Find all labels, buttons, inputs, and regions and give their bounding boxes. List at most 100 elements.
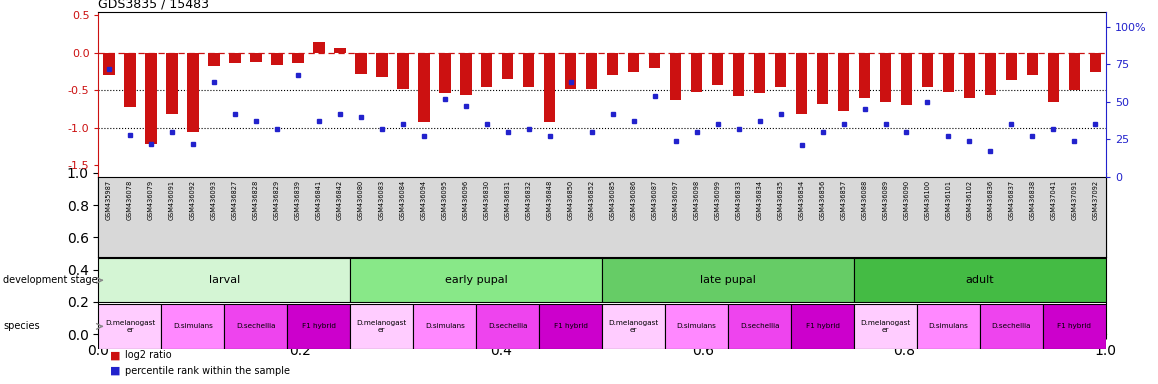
Bar [476, 304, 540, 349]
Text: GSM436079: GSM436079 [148, 180, 154, 220]
Bar [481, 53, 492, 86]
Text: ■: ■ [110, 350, 120, 360]
Text: GSM436092: GSM436092 [190, 180, 196, 220]
Text: F1 hybrid: F1 hybrid [806, 323, 840, 329]
Bar [501, 53, 513, 79]
Text: GSM436857: GSM436857 [841, 180, 846, 220]
Text: GSM436091: GSM436091 [169, 180, 175, 220]
Bar [188, 53, 199, 132]
Bar [544, 53, 556, 122]
Bar [271, 53, 283, 65]
Text: D.simulans: D.simulans [173, 323, 213, 329]
Bar [98, 258, 350, 303]
Bar [145, 53, 156, 144]
Text: GSM436100: GSM436100 [924, 180, 931, 220]
Bar [853, 258, 1106, 303]
Bar [1069, 53, 1080, 90]
Text: GSM436841: GSM436841 [316, 180, 322, 220]
Text: GSM436828: GSM436828 [252, 180, 259, 220]
Text: GSM436101: GSM436101 [945, 180, 952, 220]
Bar [1027, 53, 1039, 75]
Bar [917, 304, 980, 349]
Bar [728, 304, 791, 349]
Text: D.simulans: D.simulans [929, 323, 968, 329]
Text: GSM436089: GSM436089 [882, 180, 888, 220]
Text: GSM436094: GSM436094 [420, 180, 427, 220]
Text: GSM436078: GSM436078 [127, 180, 133, 220]
Text: GSM436086: GSM436086 [631, 180, 637, 220]
Bar [733, 53, 745, 96]
Bar [754, 53, 765, 93]
Text: D.melanogast
er: D.melanogast er [608, 320, 659, 333]
Text: GSM436848: GSM436848 [547, 180, 552, 220]
Bar [691, 53, 703, 92]
Text: GSM436085: GSM436085 [609, 180, 616, 220]
Text: GSM436854: GSM436854 [799, 180, 805, 220]
Text: GSM436831: GSM436831 [505, 180, 511, 220]
Text: GSM436096: GSM436096 [463, 180, 469, 220]
Bar [565, 53, 577, 89]
Bar [98, 304, 161, 349]
Bar [665, 304, 728, 349]
Bar [607, 53, 618, 75]
Bar [540, 304, 602, 349]
Text: GSM436080: GSM436080 [358, 180, 364, 220]
Bar [413, 304, 476, 349]
Bar [669, 53, 681, 100]
Text: D.sechellia: D.sechellia [991, 323, 1031, 329]
Bar [880, 53, 892, 102]
Text: GSM436842: GSM436842 [337, 180, 343, 220]
Text: D.melanogast
er: D.melanogast er [860, 320, 910, 333]
Text: GSM436829: GSM436829 [273, 180, 280, 220]
Bar [460, 53, 471, 95]
Bar [313, 42, 324, 53]
Text: GSM436830: GSM436830 [484, 180, 490, 220]
Text: ■: ■ [110, 366, 120, 376]
Bar [980, 304, 1043, 349]
Bar [628, 53, 639, 71]
Bar [1048, 53, 1060, 102]
Bar [984, 53, 996, 95]
Bar [334, 48, 345, 53]
Text: GSM436090: GSM436090 [903, 180, 909, 220]
Bar [166, 53, 177, 114]
Text: GSM436836: GSM436836 [988, 180, 994, 220]
Bar [586, 53, 598, 89]
Bar [124, 53, 135, 107]
Text: percentile rank within the sample: percentile rank within the sample [125, 366, 290, 376]
Text: GSM437091: GSM437091 [1071, 180, 1077, 220]
Text: GSM436833: GSM436833 [735, 180, 741, 220]
Text: GSM436098: GSM436098 [694, 180, 699, 220]
Text: F1 hybrid: F1 hybrid [302, 323, 336, 329]
Text: D.sechellia: D.sechellia [488, 323, 527, 329]
Text: GSM436834: GSM436834 [756, 180, 763, 220]
Bar [418, 53, 430, 122]
Bar [376, 53, 388, 77]
Text: GSM436099: GSM436099 [714, 180, 720, 220]
Text: GSM436838: GSM436838 [1029, 180, 1035, 220]
Bar [208, 53, 220, 66]
Text: GSM436850: GSM436850 [567, 180, 573, 220]
Bar [1005, 53, 1017, 80]
Text: F1 hybrid: F1 hybrid [554, 323, 587, 329]
Text: GSM436856: GSM436856 [820, 180, 826, 220]
Bar [775, 53, 786, 86]
Text: log2 ratio: log2 ratio [125, 350, 171, 360]
Bar [1090, 53, 1101, 71]
Text: GSM436083: GSM436083 [379, 180, 384, 220]
Text: D.sechellia: D.sechellia [740, 323, 779, 329]
Text: larval: larval [208, 275, 240, 285]
Bar [791, 304, 853, 349]
Bar [225, 304, 287, 349]
Bar [943, 53, 954, 92]
Bar [356, 53, 367, 74]
Text: GSM435987: GSM435987 [105, 180, 112, 220]
Bar [602, 304, 665, 349]
Text: GSM436827: GSM436827 [232, 180, 237, 220]
Bar [648, 53, 660, 68]
Text: D.melanogast
er: D.melanogast er [357, 320, 406, 333]
Bar [161, 304, 225, 349]
Bar [602, 258, 853, 303]
Bar [523, 53, 535, 87]
Bar [439, 53, 450, 93]
